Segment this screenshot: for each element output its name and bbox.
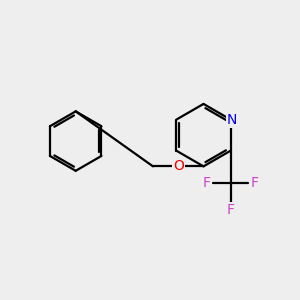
Text: F: F: [203, 176, 211, 190]
Text: F: F: [250, 176, 258, 190]
Text: O: O: [173, 159, 184, 173]
Text: N: N: [227, 112, 237, 127]
Text: F: F: [226, 203, 235, 217]
